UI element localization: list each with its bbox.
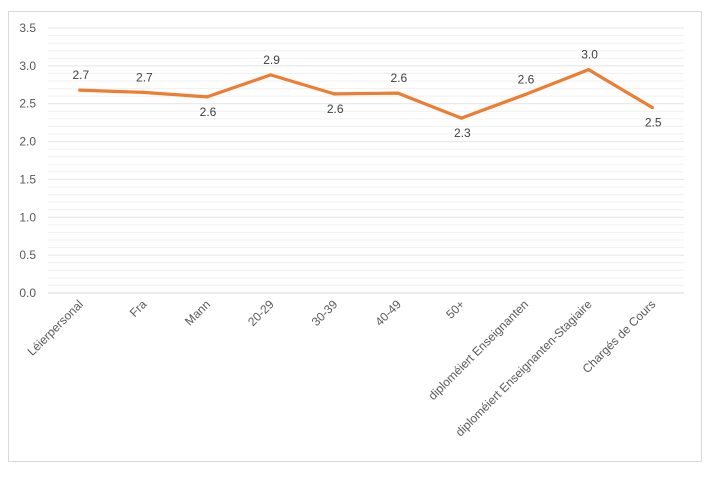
data-label: 2.6	[327, 102, 344, 116]
y-tick-label: 3.0	[19, 59, 36, 73]
data-point	[205, 95, 209, 99]
data-label: 2.9	[263, 53, 280, 67]
data-label: 2.3	[454, 126, 471, 140]
data-label: 2.6	[390, 71, 407, 85]
x-tick-label: diploméiert Enseignanten-Stagiaire	[453, 297, 595, 439]
data-point	[523, 93, 527, 97]
chart-area	[8, 11, 702, 462]
x-tick-label: Léierpersonal	[25, 297, 86, 358]
y-tick-label: 1.0	[19, 210, 36, 224]
y-tick-label: 2.0	[19, 135, 36, 149]
data-point	[396, 91, 400, 95]
y-tick-label: 2.5	[19, 97, 36, 111]
data-label: 2.6	[518, 73, 535, 87]
data-point	[141, 90, 145, 94]
x-tick-label: 20-29	[245, 297, 277, 329]
data-label: 3.0	[581, 48, 598, 62]
y-tick-label: 0.5	[19, 248, 36, 262]
data-point	[587, 68, 591, 72]
data-label: 2.5	[645, 116, 662, 130]
x-tick-label: 50+	[443, 297, 467, 321]
y-tick-label: 1.5	[19, 172, 36, 186]
data-point	[650, 105, 654, 110]
series-line	[78, 67, 654, 120]
data-label: 2.7	[136, 70, 153, 84]
data-point	[78, 88, 82, 92]
data-label: 2.6	[200, 105, 217, 119]
data-point	[459, 116, 463, 120]
x-tick-label: Mann	[182, 297, 213, 328]
x-tick-label: 30-39	[309, 297, 341, 329]
y-tick-label: 0.0	[19, 286, 36, 300]
y-tick-label: 3.5	[19, 21, 36, 35]
data-point	[269, 73, 273, 77]
data-label: 2.7	[72, 68, 89, 82]
data-point	[332, 92, 336, 96]
x-tick-label: Fra	[127, 297, 150, 320]
x-tick-label: 40-49	[372, 297, 404, 329]
x-tick-label: diploméiert Enseignanten	[425, 297, 531, 403]
